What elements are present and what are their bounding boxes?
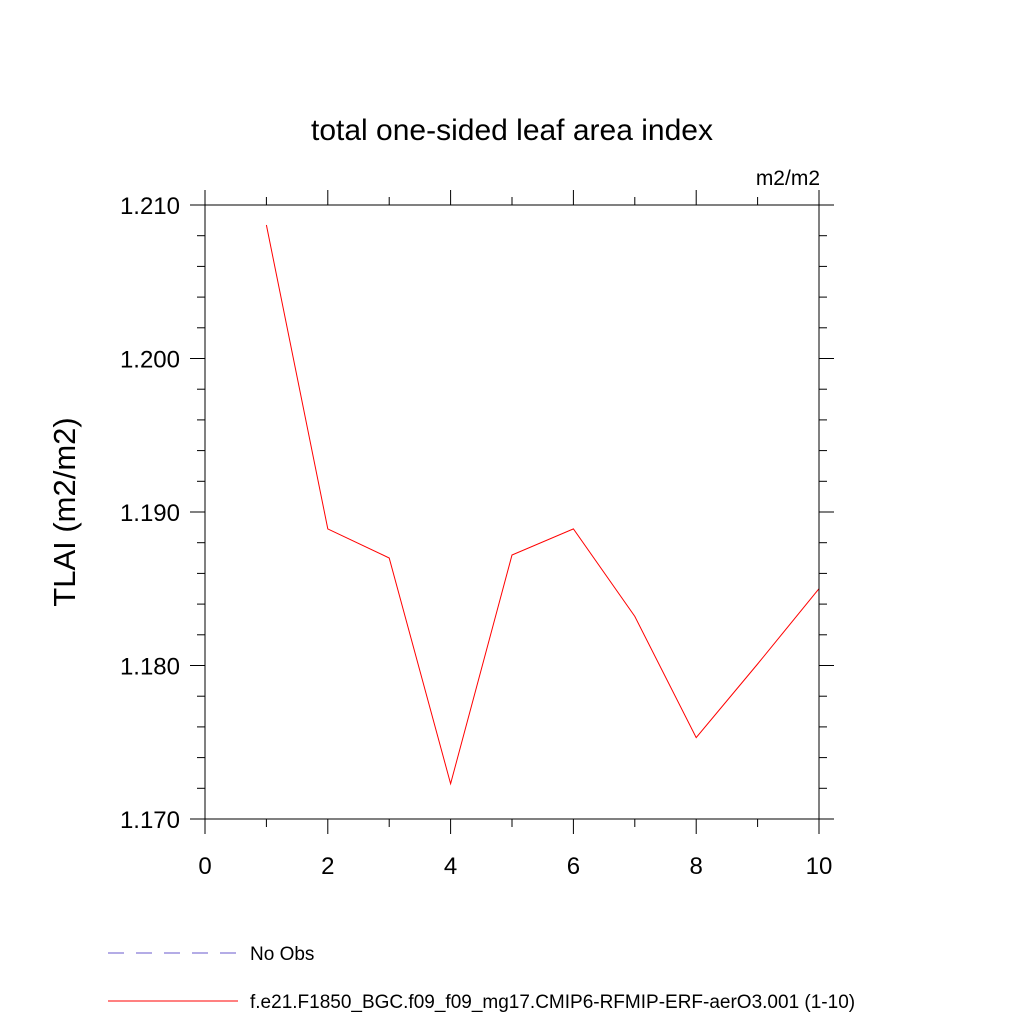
series-line: [265, 224, 820, 786]
x-tick-label: 10: [806, 853, 833, 880]
x-tick-label: 8: [690, 853, 703, 880]
y-axis-label: TLAI (m2/m2): [47, 417, 82, 606]
x-tick-label: 0: [198, 853, 211, 880]
y-tick-label: 1.170: [120, 807, 180, 834]
x-tick-label: 4: [444, 853, 457, 880]
y-tick-label: 1.200: [120, 347, 180, 374]
units-label: m2/m2: [756, 167, 820, 190]
plot-frame: [204, 204, 820, 820]
x-tick-labels: 0 2 4 6 8 10: [198, 853, 832, 880]
plot-area: [265, 224, 820, 786]
legend: No Obs f.e21.F1850_BGC.f09_f09_mg17.CMIP…: [108, 944, 855, 1013]
chart-title: total one-sided leaf area index: [311, 114, 713, 147]
y-tick-label: 1.210: [120, 193, 180, 220]
axis-ticks: [190, 190, 834, 834]
x-tick-label: 2: [321, 853, 334, 880]
y-tick-label: 1.180: [120, 654, 180, 681]
x-tick-label: 6: [567, 853, 580, 880]
legend-label-no-obs: No Obs: [250, 944, 314, 965]
legend-label-model-run: f.e21.F1850_BGC.f09_f09_mg17.CMIP6-RFMIP…: [250, 992, 855, 1013]
y-tick-labels: 1.170 1.180 1.190 1.200 1.210: [120, 193, 180, 834]
y-tick-label: 1.190: [120, 500, 180, 527]
